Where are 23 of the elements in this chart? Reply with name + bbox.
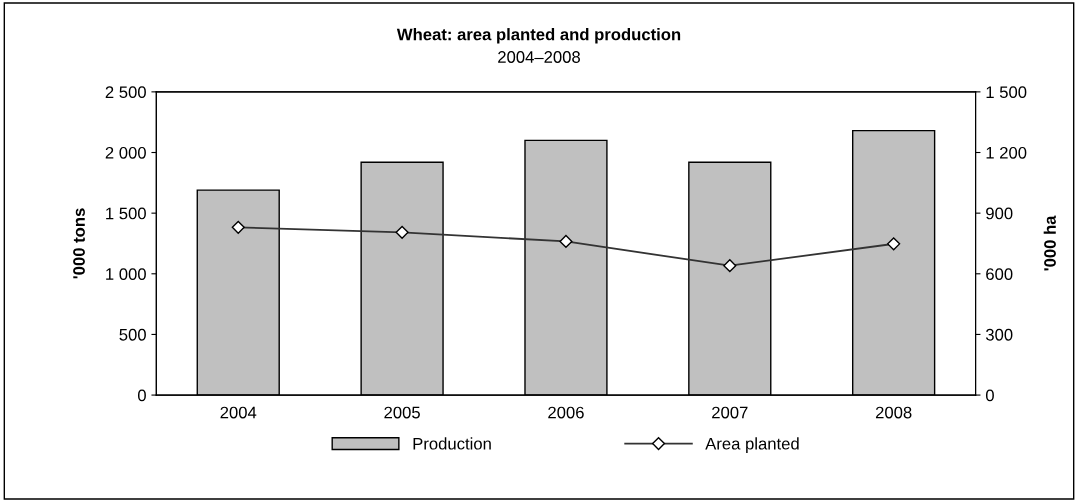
chart-subtitle: 2004–2008 [498, 51, 580, 63]
y-tick-label: 2 500 [105, 86, 146, 99]
y2-tick-label: 900 [986, 207, 1013, 220]
y-tick-label: 1 500 [106, 207, 146, 220]
legend-label: Production [413, 437, 491, 450]
y-tick-label: 500 [119, 328, 146, 341]
x-tick-label: 2007 [712, 406, 748, 419]
y2-tick-label: 0 [985, 389, 994, 402]
y-tick-label: 2 000 [105, 146, 146, 159]
y-tick-label: 0 [137, 389, 146, 402]
legend-label: Area planted [705, 437, 799, 453]
y-tick-label: 1 000 [106, 268, 146, 280]
y-axis-title: '000 tons [73, 208, 85, 279]
chart-title: Wheat: area planted and production [396, 28, 681, 44]
x-tick-label: 2006 [548, 406, 584, 419]
x-tick-label: 2004 [220, 406, 257, 419]
y2-axis-title: '000 ha [1043, 215, 1056, 271]
y2-tick-label: 300 [985, 328, 1013, 341]
y2-tick-label: 1 200 [986, 146, 1027, 159]
x-tick-label: 2005 [384, 406, 420, 419]
y2-tick-label: 1 500 [986, 86, 1027, 99]
y2-tick-label: 600 [986, 268, 1013, 280]
x-tick-label: 2008 [875, 406, 912, 419]
